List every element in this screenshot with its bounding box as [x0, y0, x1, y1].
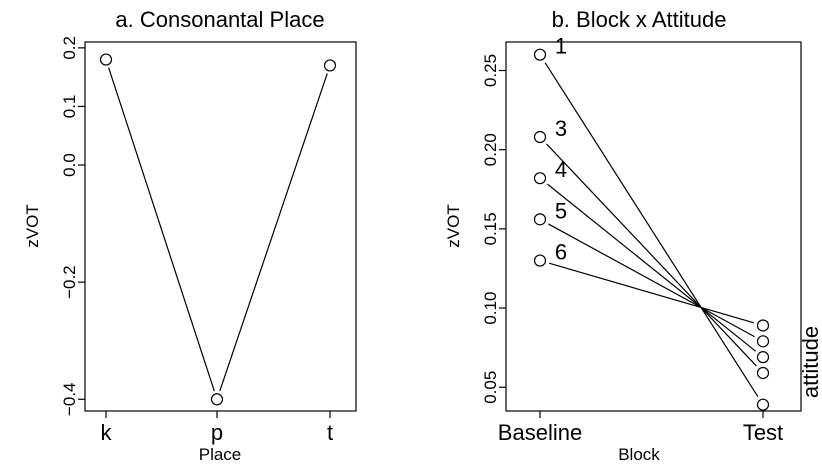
y-tick-label: −0.2	[60, 265, 79, 299]
data-point	[533, 213, 547, 226]
series-line-segment	[108, 67, 215, 392]
y-tick-label: 0.25	[481, 54, 500, 87]
series-label: 6	[555, 240, 567, 265]
data-point	[756, 398, 770, 411]
data-point	[756, 366, 770, 380]
y-axis-label: zVOT	[444, 204, 463, 247]
data-point	[210, 393, 224, 406]
x-axis-label: Block	[618, 445, 660, 464]
series-lines	[108, 67, 328, 392]
data-point	[533, 172, 547, 185]
series-line	[544, 62, 759, 397]
chart-title: a. Consonantal Place	[115, 7, 324, 32]
y-ticks: 0.05 0.10 0.15 0.20 0.25	[481, 54, 506, 404]
series-line	[547, 183, 756, 352]
x-axis-label: Place	[199, 445, 242, 464]
series-label: 5	[555, 198, 567, 223]
series-label: 4	[555, 157, 567, 182]
y-tick-label: 0.2	[60, 36, 79, 60]
y-tick-label: 0.15	[481, 212, 500, 245]
y-tick-label: 0.05	[481, 371, 500, 404]
series-labels: 1 3 4 5 6	[555, 34, 567, 265]
data-point	[99, 53, 113, 66]
series-label: 3	[555, 116, 567, 141]
y-tick-label: 0.10	[481, 292, 500, 325]
x-tick-label: Test	[743, 420, 783, 445]
data-point	[533, 254, 547, 267]
data-point	[533, 130, 547, 144]
y-tick-label: 0.0	[60, 153, 79, 177]
y-axis-label: zVOT	[23, 204, 42, 247]
y-ticks: 0.2 0.1 0.0 −0.2 −0.4	[60, 36, 85, 416]
x-tick-label: Baseline	[498, 420, 582, 445]
panel-block-attitude: b. Block x Attitude zVOT Block attitude …	[444, 7, 822, 464]
y-tick-label: −0.4	[60, 383, 79, 417]
series-lines	[544, 62, 759, 397]
data-points	[533, 48, 770, 411]
legend-title: attitude	[798, 326, 822, 398]
panel-consonantal-place: a. Consonantal Place zVOT Place 0.20.10.…	[23, 7, 357, 464]
y-tick-label: 0.20	[481, 133, 500, 166]
data-point	[756, 351, 770, 364]
series-line	[548, 223, 755, 338]
series-line	[546, 143, 757, 367]
data-point	[323, 59, 337, 72]
x-tick-label: t	[327, 420, 333, 445]
data-point	[756, 319, 770, 332]
plot-frame	[505, 41, 802, 412]
series-line	[548, 262, 755, 324]
data-points	[99, 53, 337, 406]
data-point	[756, 335, 770, 348]
x-ticks: Baseline Test	[498, 411, 783, 445]
x-tick-label: p	[211, 420, 223, 445]
plot-frame	[84, 41, 357, 412]
data-point	[533, 48, 547, 61]
series-label: 1	[555, 34, 567, 59]
y-tick-label: 0.1	[60, 95, 79, 119]
x-tick-label: k	[101, 420, 113, 445]
series-line-segment	[219, 73, 328, 392]
chart-title: b. Block x Attitude	[552, 7, 727, 32]
